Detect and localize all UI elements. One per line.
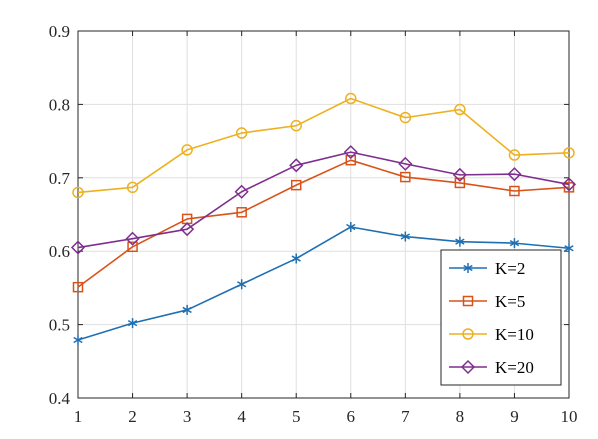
data-point-circle <box>290 119 302 132</box>
axis-ticks: 1 2 3 4 5 6 7 8 9 10 0.4 0.5 0.6 0.7 0.8 0.9 <box>49 22 578 426</box>
data-point-square <box>236 207 247 218</box>
data-point-asterisk <box>182 304 192 315</box>
series-k-5 <box>72 154 575 293</box>
x-tick-label: 3 <box>183 407 192 426</box>
y-tick-label: 0.5 <box>49 316 70 335</box>
legend-label: K=5 <box>495 292 525 311</box>
data-point-diamond <box>234 184 249 199</box>
data-point-circle <box>235 127 248 139</box>
asterisk-stroke <box>463 264 473 272</box>
data-point-square <box>72 281 84 293</box>
data-point-circle <box>181 144 193 156</box>
data-point-diamond <box>561 177 577 192</box>
x-tick-label: 6 <box>347 407 356 426</box>
legend-label: K=20 <box>495 358 534 377</box>
data-point-circle <box>454 103 466 116</box>
data-point-diamond <box>180 222 195 237</box>
y-tick-label: 0.9 <box>49 22 70 41</box>
data-point-square <box>290 179 302 191</box>
legend-marker-circle <box>462 328 474 340</box>
data-point-diamond <box>125 231 140 246</box>
series-k-2 <box>73 221 574 346</box>
data-point-square <box>563 182 575 193</box>
asterisk-stroke <box>182 306 192 314</box>
data-point-circle <box>508 149 521 161</box>
legend-box <box>440 249 562 386</box>
legend-marker-diamond <box>460 359 476 375</box>
x-tick-label: 10 <box>561 407 578 426</box>
data-point-circle <box>72 186 84 199</box>
asterisk-stroke <box>127 319 138 327</box>
data-point-square <box>345 154 357 166</box>
legend-marker-square <box>462 295 474 307</box>
data-point-diamond <box>70 240 86 255</box>
y-tick-label: 0.8 <box>49 95 70 114</box>
data-point-circle <box>399 111 412 124</box>
data-point-circle <box>563 147 575 159</box>
data-point-asterisk <box>400 231 411 242</box>
data-point-asterisk <box>564 243 574 254</box>
data-point-asterisk <box>73 335 83 346</box>
data-point-square <box>509 185 520 197</box>
series-line <box>77 151 570 249</box>
legend-item: K=10 <box>449 325 534 344</box>
x-tick-label: 7 <box>401 407 410 426</box>
data-point-asterisk <box>236 279 247 290</box>
legend-item: K=5 <box>449 292 525 311</box>
series-line <box>77 159 570 288</box>
x-tick-label: 8 <box>456 407 465 426</box>
legend-marker-asterisk <box>463 263 473 273</box>
x-tick-label: 2 <box>128 407 137 426</box>
asterisk-stroke <box>564 245 574 252</box>
data-point-diamond <box>452 167 467 182</box>
legend-item: K=2 <box>449 259 525 278</box>
asterisk-stroke <box>455 238 465 245</box>
y-tick-label: 0.6 <box>49 242 70 261</box>
data-point-diamond <box>507 167 522 182</box>
plot-area-frame <box>77 30 570 399</box>
legend-label: K=2 <box>495 259 525 278</box>
x-tick-label: 9 <box>510 407 519 426</box>
data-point-circle <box>345 92 357 105</box>
y-tick-label: 0.7 <box>49 169 71 188</box>
x-tick-label: 1 <box>74 407 83 426</box>
asterisk-stroke <box>346 223 356 231</box>
legend-item: K=20 <box>449 358 534 377</box>
data-point-diamond <box>398 156 413 171</box>
x-tick-label: 4 <box>237 407 246 426</box>
data-point-asterisk <box>509 238 520 249</box>
legend-label: K=10 <box>495 325 534 344</box>
y-tick-label: 0.4 <box>49 389 71 408</box>
legend: K=2 K=5 K=10 K=20 <box>440 249 562 386</box>
series-k-10 <box>72 92 575 199</box>
data-point-asterisk <box>346 221 356 232</box>
data-point-square <box>127 241 138 253</box>
series-k-20 <box>70 145 577 255</box>
asterisk-stroke <box>236 281 247 288</box>
data-point-circle <box>126 181 139 194</box>
asterisk-stroke <box>291 255 301 262</box>
series-line <box>77 97 570 194</box>
data-point-diamond <box>289 158 304 173</box>
data-point-square <box>400 171 411 183</box>
series-group <box>70 92 577 346</box>
asterisk-stroke <box>73 336 83 344</box>
asterisk-stroke <box>509 239 520 247</box>
series-line <box>77 226 570 341</box>
data-point-asterisk <box>291 253 301 264</box>
data-point-square <box>454 177 466 189</box>
data-point-asterisk <box>455 236 465 247</box>
asterisk-stroke <box>400 233 411 240</box>
data-point-asterisk <box>127 318 138 329</box>
x-tick-label: 5 <box>292 407 301 426</box>
data-point-diamond <box>343 145 358 160</box>
